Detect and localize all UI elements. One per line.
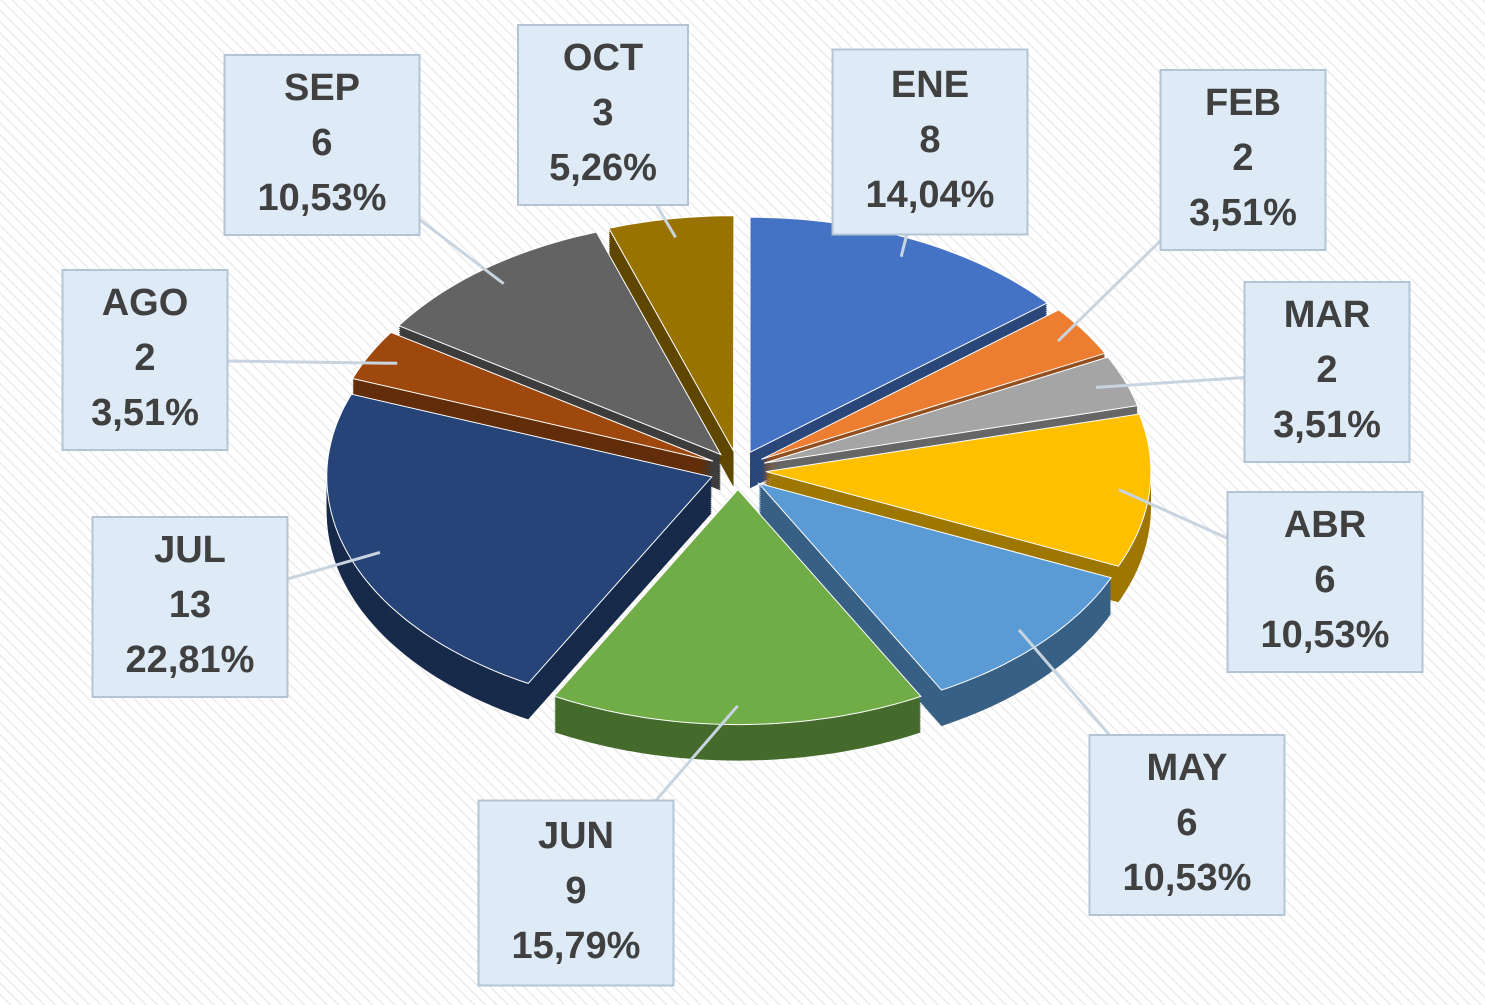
percentage-label: 3,51% xyxy=(1189,192,1297,234)
value-label: 6 xyxy=(1314,559,1335,601)
slice xyxy=(351,331,714,462)
category-label: OCT xyxy=(563,37,643,79)
category-label: FEB xyxy=(1205,82,1281,124)
category-label: MAY xyxy=(1147,747,1228,789)
slice xyxy=(326,393,713,684)
percentage-label: 22,81% xyxy=(126,639,255,681)
percentage-label: 3,51% xyxy=(91,392,199,434)
label-box xyxy=(831,48,1029,236)
percentage-label: 3,51% xyxy=(1273,404,1381,446)
value-label: 2 xyxy=(134,337,155,379)
category-label: ABR xyxy=(1284,504,1366,546)
value-label: 2 xyxy=(1316,349,1337,391)
category-label: JUL xyxy=(154,529,226,571)
percentage-label: 14,04% xyxy=(866,174,995,216)
label-box xyxy=(61,269,229,451)
percentage-label: 10,53% xyxy=(258,177,387,219)
slice xyxy=(553,488,922,726)
label-box xyxy=(1243,281,1411,463)
slice xyxy=(761,309,1106,460)
value-label: 8 xyxy=(919,119,940,161)
slice xyxy=(764,356,1139,464)
category-label: SEP xyxy=(284,67,360,109)
value-label: 3 xyxy=(592,92,613,134)
label-box xyxy=(477,799,675,987)
slice xyxy=(608,215,735,453)
data-labels: ENE 8 14,04% FEB 2 3,51% MAR 2 3,51% ABR 6 10,53% MA… xyxy=(61,24,1424,987)
percentage-label: 15,79% xyxy=(512,925,641,967)
label-box xyxy=(1159,69,1327,251)
value-label: 6 xyxy=(311,122,332,164)
category-label: AGO xyxy=(102,282,189,324)
label-box xyxy=(223,54,421,236)
value-label: 13 xyxy=(169,584,211,626)
label-box xyxy=(1226,491,1424,673)
label-box xyxy=(1088,734,1286,916)
label-box xyxy=(91,516,289,698)
category-label: ENE xyxy=(891,64,969,106)
category-label: MAR xyxy=(1284,294,1371,336)
value-label: 6 xyxy=(1176,802,1197,844)
label-box xyxy=(517,24,689,206)
percentage-label: 5,26% xyxy=(549,147,657,189)
pie-tops xyxy=(326,215,1152,726)
percentage-label: 10,53% xyxy=(1123,857,1252,899)
slice xyxy=(757,482,1112,691)
value-label: 9 xyxy=(565,870,586,912)
slice xyxy=(765,413,1152,567)
category-label: JUN xyxy=(538,815,614,857)
value-label: 2 xyxy=(1232,137,1253,179)
percentage-label: 10,53% xyxy=(1261,614,1390,656)
slice xyxy=(749,216,1049,454)
